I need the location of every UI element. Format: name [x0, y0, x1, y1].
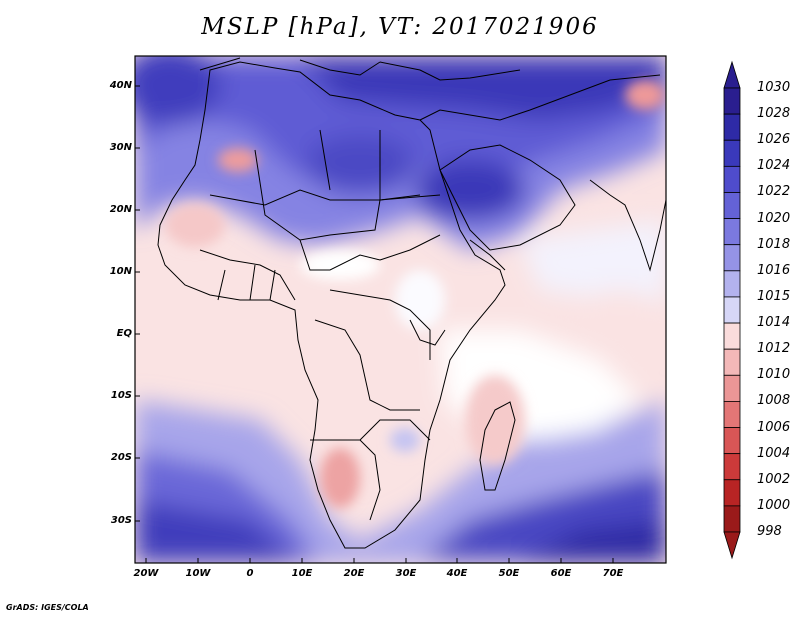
colorbar-swatch	[723, 218, 741, 246]
colorbar-label: 1018	[757, 236, 791, 252]
colorbar-swatch	[723, 139, 741, 167]
lon-label-10w: 10W	[185, 568, 211, 579]
colorbar-label: 1010	[757, 367, 791, 383]
map-frame	[134, 55, 667, 564]
lon-label-70e: 70E	[602, 568, 624, 579]
axis-ticks	[135, 85, 614, 563]
colorbar-swatch	[723, 348, 741, 376]
colorbar-swatch	[723, 505, 741, 533]
coastlines	[157, 57, 666, 549]
colorbar-label: 1004	[757, 445, 791, 461]
colorbar-swatch	[723, 270, 741, 298]
pressure-field	[135, 56, 666, 563]
lat-label-20n: 20N	[109, 204, 132, 215]
colorbar-label: 1015	[757, 288, 791, 304]
colorbar-swatch	[723, 165, 741, 193]
lat-label-eq: EQ	[116, 328, 132, 339]
colorbar-label: 1014	[757, 315, 791, 331]
lon-label-20w: 20W	[133, 568, 159, 579]
colorbar-label: 1026	[757, 132, 791, 148]
lon-label-30e: 30E	[395, 568, 417, 579]
lat-label-20s: 20S	[110, 452, 132, 463]
colorbar-label: 1016	[757, 262, 791, 278]
colorbar-top-arrow	[723, 60, 741, 89]
colorbar-swatch	[723, 87, 741, 115]
lon-label-20e: 20E	[343, 568, 365, 579]
lon-label-0: 0	[246, 568, 254, 579]
credit-text: GrADS: IGES/COLA	[6, 603, 89, 612]
colorbar-swatch	[723, 427, 741, 455]
colorbar-bottom-arrow	[723, 531, 741, 560]
lon-label-60e: 60E	[550, 568, 572, 579]
colorbar-label: 998	[757, 524, 782, 539]
colorbar-swatch	[723, 192, 741, 219]
lat-label-10n: 10N	[109, 266, 132, 277]
colorbar-label: 1006	[757, 419, 791, 435]
colorbar-label: 1022	[757, 184, 791, 200]
colorbar-swatch	[723, 322, 741, 350]
lat-label-30n: 30N	[109, 142, 132, 153]
lat-label-10s: 10S	[110, 390, 132, 401]
colorbar-label: 1012	[757, 341, 791, 357]
lon-label-50e: 50E	[498, 568, 520, 579]
colorbar-swatch	[723, 244, 741, 272]
colorbar-label: 1030	[757, 80, 791, 95]
colorbar-swatch	[723, 374, 741, 402]
colorbar-swatch	[723, 401, 741, 428]
colorbar-swatch	[723, 479, 741, 507]
colorbar-swatch	[723, 453, 741, 481]
colorbar-label: 1008	[757, 393, 791, 409]
lat-label-30s: 30S	[110, 515, 132, 526]
colorbar	[723, 60, 741, 560]
colorbar-label: 1002	[757, 471, 791, 487]
colorbar-label: 1000	[757, 497, 791, 513]
lon-label-40e: 40E	[446, 568, 468, 579]
colorbar-label: 1024	[757, 158, 791, 174]
lat-label-40n: 40N	[109, 80, 132, 91]
map-title: MSLP [hPa], VT: 2017021906	[201, 14, 599, 40]
lon-label-10e: 10E	[291, 568, 313, 579]
colorbar-swatch	[723, 113, 741, 141]
colorbar-swatch	[723, 296, 741, 324]
colorbar-label: 1020	[757, 210, 791, 226]
colorbar-label: 1028	[757, 106, 791, 122]
